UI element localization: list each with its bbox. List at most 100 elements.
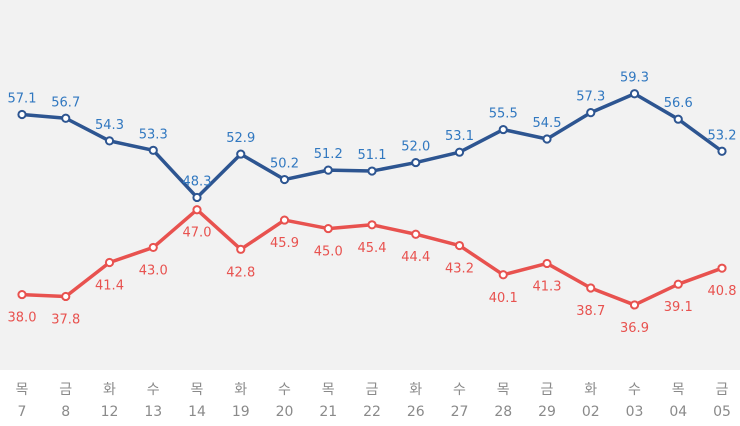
x-tick: 화 26 bbox=[407, 382, 425, 420]
data-label: 56.7 bbox=[51, 95, 80, 110]
data-label: 40.1 bbox=[489, 291, 518, 306]
data-point bbox=[586, 108, 596, 118]
x-tick-day: 금 bbox=[716, 382, 729, 398]
data-point bbox=[17, 109, 27, 120]
data-label: 37.8 bbox=[51, 312, 80, 327]
x-tick-date: 28 bbox=[494, 404, 512, 420]
x-tick-day: 목 bbox=[16, 382, 29, 398]
x-tick-date: 02 bbox=[582, 404, 600, 420]
x-tick-date: 19 bbox=[232, 404, 250, 420]
data-point bbox=[323, 165, 333, 175]
data-point bbox=[192, 205, 202, 215]
x-tick-day: 목 bbox=[672, 382, 685, 398]
data-label-layer: 57.1 56.7 54.3 53.3 48.3 52.9 50.2 51.2 51.1 52.0… bbox=[8, 71, 737, 336]
x-axis-ticks: 목7금8화12수13목14화19수20목21금22화26수27목28금29화02… bbox=[16, 382, 731, 420]
data-label: 43.0 bbox=[139, 263, 168, 278]
data-point bbox=[17, 289, 27, 300]
data-point bbox=[236, 149, 246, 159]
x-tick-day: 목 bbox=[322, 382, 335, 398]
x-tick: 화 19 bbox=[232, 382, 250, 420]
data-point bbox=[629, 300, 640, 310]
data-label: 41.4 bbox=[95, 279, 124, 294]
x-tick-day: 금 bbox=[59, 382, 72, 398]
x-tick-day: 화 bbox=[103, 382, 116, 398]
data-point bbox=[279, 174, 290, 185]
data-point bbox=[411, 229, 421, 239]
data-point bbox=[61, 113, 71, 123]
x-tick: 수 13 bbox=[144, 382, 162, 420]
data-point bbox=[279, 215, 290, 225]
x-tick-day: 수 bbox=[453, 382, 466, 398]
x-tick-day: 목 bbox=[497, 382, 510, 398]
x-tick-day: 화 bbox=[409, 382, 422, 398]
data-label: 38.7 bbox=[576, 304, 605, 319]
data-point bbox=[236, 244, 246, 254]
data-point bbox=[586, 283, 596, 293]
data-point bbox=[148, 145, 158, 155]
x-tick: 금 29 bbox=[538, 382, 556, 420]
data-label: 38.0 bbox=[8, 311, 37, 326]
data-label: 54.5 bbox=[533, 116, 562, 131]
x-tick-date: 13 bbox=[144, 404, 162, 420]
data-label: 45.0 bbox=[314, 245, 343, 260]
data-point bbox=[717, 146, 727, 156]
data-label: 51.2 bbox=[314, 147, 343, 162]
data-point bbox=[454, 147, 465, 157]
data-label: 55.5 bbox=[489, 107, 518, 122]
data-label: 53.1 bbox=[445, 129, 474, 144]
x-tick-date: 8 bbox=[61, 404, 70, 420]
data-point bbox=[104, 136, 115, 146]
data-label: 43.2 bbox=[445, 262, 474, 277]
data-label: 57.1 bbox=[8, 91, 37, 106]
x-tick: 화 02 bbox=[582, 382, 600, 420]
x-tick-date: 03 bbox=[626, 404, 644, 420]
x-tick-date: 12 bbox=[101, 404, 119, 420]
data-label: 52.9 bbox=[226, 131, 255, 146]
data-label: 47.0 bbox=[183, 226, 212, 241]
x-tick-day: 금 bbox=[541, 382, 554, 398]
x-tick-day: 수 bbox=[628, 382, 641, 398]
x-tick: 금 05 bbox=[713, 382, 731, 420]
data-point bbox=[717, 263, 727, 273]
x-tick-date: 04 bbox=[669, 404, 687, 420]
data-label: 54.3 bbox=[95, 118, 124, 133]
data-point bbox=[498, 124, 508, 135]
data-point bbox=[61, 291, 71, 302]
data-point bbox=[454, 240, 465, 251]
data-point bbox=[148, 242, 158, 253]
data-point bbox=[498, 270, 508, 280]
data-label: 36.9 bbox=[620, 321, 649, 336]
series-layer bbox=[17, 89, 727, 310]
data-label: 39.1 bbox=[664, 300, 693, 315]
x-tick-date: 26 bbox=[407, 404, 425, 420]
x-tick: 금8 bbox=[59, 382, 72, 420]
data-point bbox=[673, 114, 683, 124]
x-tick-date: 05 bbox=[713, 404, 731, 420]
x-tick-date: 29 bbox=[538, 404, 556, 420]
data-point bbox=[542, 134, 552, 144]
x-tick-day: 화 bbox=[234, 382, 247, 398]
data-label: 45.4 bbox=[358, 241, 387, 256]
data-label: 50.2 bbox=[270, 157, 299, 172]
x-tick: 수 27 bbox=[451, 382, 469, 420]
data-label: 53.3 bbox=[139, 127, 168, 142]
data-label: 45.9 bbox=[270, 236, 299, 251]
data-point bbox=[411, 157, 421, 168]
data-label: 53.2 bbox=[708, 128, 737, 143]
x-tick: 목 04 bbox=[669, 382, 687, 420]
x-tick-day: 수 bbox=[147, 382, 160, 398]
x-tick: 수 03 bbox=[626, 382, 644, 420]
data-point bbox=[629, 89, 640, 99]
x-tick: 목7 bbox=[16, 382, 29, 420]
x-tick-date: 27 bbox=[451, 404, 469, 420]
x-tick-date: 20 bbox=[276, 404, 294, 420]
data-label: 42.8 bbox=[226, 265, 255, 280]
x-tick-date: 7 bbox=[18, 404, 27, 420]
data-label: 56.6 bbox=[664, 96, 693, 111]
data-label: 52.0 bbox=[401, 140, 430, 155]
x-tick: 목 28 bbox=[494, 382, 512, 420]
data-point bbox=[367, 220, 377, 230]
data-label: 44.4 bbox=[401, 250, 430, 265]
x-tick-day: 금 bbox=[366, 382, 379, 398]
